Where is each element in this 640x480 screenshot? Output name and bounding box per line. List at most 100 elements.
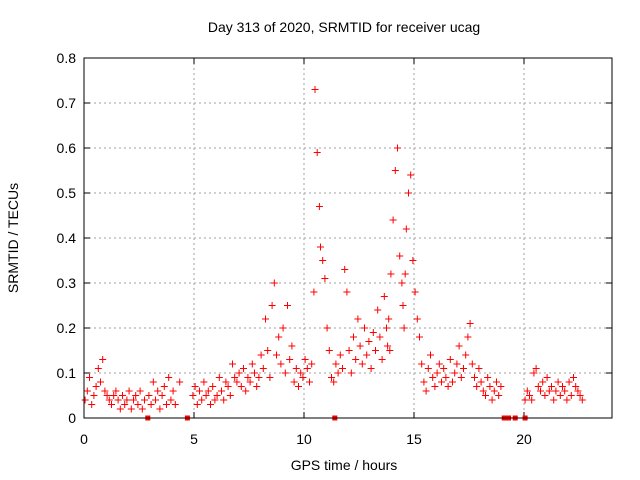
- data-point: [165, 374, 173, 381]
- data-point: [290, 378, 298, 386]
- data-point: [444, 383, 452, 390]
- data-point: [369, 329, 377, 336]
- data-point: [552, 387, 560, 395]
- data-point: [387, 270, 395, 278]
- x-tick-label: 20: [516, 431, 532, 447]
- data-point: [460, 365, 467, 372]
- data-point: [99, 356, 107, 363]
- data-point: [372, 347, 379, 354]
- y-axis-label: SRMTID / TECUs: [5, 183, 21, 293]
- data-point: [315, 203, 323, 210]
- data-point: [325, 347, 333, 354]
- data-point: [523, 387, 531, 395]
- data-point: [442, 374, 450, 381]
- data-point: [358, 360, 366, 368]
- data-point: [154, 387, 162, 395]
- data-point: [229, 360, 236, 368]
- y-tick-label: 0.7: [57, 95, 77, 111]
- data-point: [273, 351, 280, 359]
- data-point: [299, 374, 307, 381]
- y-tick-label: 0.6: [57, 140, 77, 156]
- data-point: [116, 405, 124, 413]
- data-point: [259, 365, 267, 372]
- data-point: [193, 401, 201, 408]
- data-point: [422, 387, 430, 395]
- data-point: [380, 293, 388, 300]
- data-point: [255, 374, 263, 381]
- data-point: [105, 396, 113, 404]
- data-point: [361, 324, 368, 332]
- data-point: [275, 333, 283, 341]
- data-point: [248, 360, 256, 368]
- y-tick-label: 0.5: [57, 185, 77, 201]
- data-point: [384, 342, 392, 350]
- data-point: [389, 216, 397, 224]
- data-point: [270, 279, 278, 287]
- data-point: [413, 315, 421, 323]
- axis-ticks: 0 0.1 0.2 0.3 0.4 0.5 0.6 0.7 0.8 0 5 10 15 20: [57, 50, 612, 447]
- data-point: [114, 396, 122, 404]
- data-point: [394, 144, 401, 152]
- data-point: [565, 378, 573, 386]
- y-tick-label: 0: [68, 410, 76, 426]
- data-point: [297, 369, 305, 377]
- data-point: [152, 396, 159, 404]
- data-point: [559, 383, 566, 390]
- data-point: [567, 392, 575, 399]
- data-point: [125, 387, 133, 395]
- data-point: [323, 324, 331, 332]
- data-point: [424, 365, 432, 372]
- data-point: [222, 378, 230, 386]
- data-point: [200, 378, 208, 386]
- y-tick-label: 0.1: [57, 365, 77, 381]
- data-point: [484, 374, 492, 381]
- data-point: [468, 360, 476, 368]
- data-point: [108, 401, 115, 408]
- data-point: [356, 342, 364, 350]
- data-point: [433, 369, 441, 377]
- data-point: [497, 383, 505, 390]
- data-point: [81, 396, 89, 404]
- data-point: [405, 189, 412, 197]
- data-point: [92, 383, 100, 390]
- y-tick-label: 0.2: [57, 320, 77, 336]
- data-point: [464, 333, 472, 341]
- data-point: [101, 387, 109, 395]
- data-point: [262, 315, 269, 323]
- data-point: [277, 360, 285, 368]
- data-point: [475, 365, 483, 372]
- data-point: [295, 383, 302, 390]
- data-point: [158, 392, 166, 399]
- data-point: [94, 365, 102, 372]
- data-point: [266, 374, 274, 381]
- data-point: [308, 360, 316, 368]
- data-point: [220, 396, 228, 404]
- data-point: [191, 383, 199, 390]
- data-point: [541, 392, 549, 399]
- data-point: [438, 378, 445, 386]
- data-point: [237, 383, 245, 390]
- data-point: [253, 383, 261, 390]
- data-point: [537, 387, 544, 395]
- data-point: [112, 387, 120, 395]
- data-point: [240, 365, 247, 372]
- data-point: [303, 365, 311, 372]
- data-point: [532, 365, 540, 372]
- data-point: [202, 392, 210, 399]
- data-point: [455, 342, 463, 350]
- data-point: [264, 347, 272, 354]
- data-point: [429, 374, 437, 381]
- data-point: [440, 365, 448, 372]
- data-point: [545, 387, 553, 395]
- data-point: [196, 387, 203, 395]
- data-point: [88, 401, 96, 408]
- y-tick-label: 0.8: [57, 50, 77, 66]
- data-point: [339, 365, 346, 372]
- data-point: [224, 383, 232, 390]
- data-point: [235, 369, 243, 377]
- data-point: [471, 374, 478, 381]
- data-point: [306, 378, 313, 386]
- data-point: [321, 275, 329, 282]
- data-point: [246, 378, 254, 386]
- data-point: [416, 333, 423, 341]
